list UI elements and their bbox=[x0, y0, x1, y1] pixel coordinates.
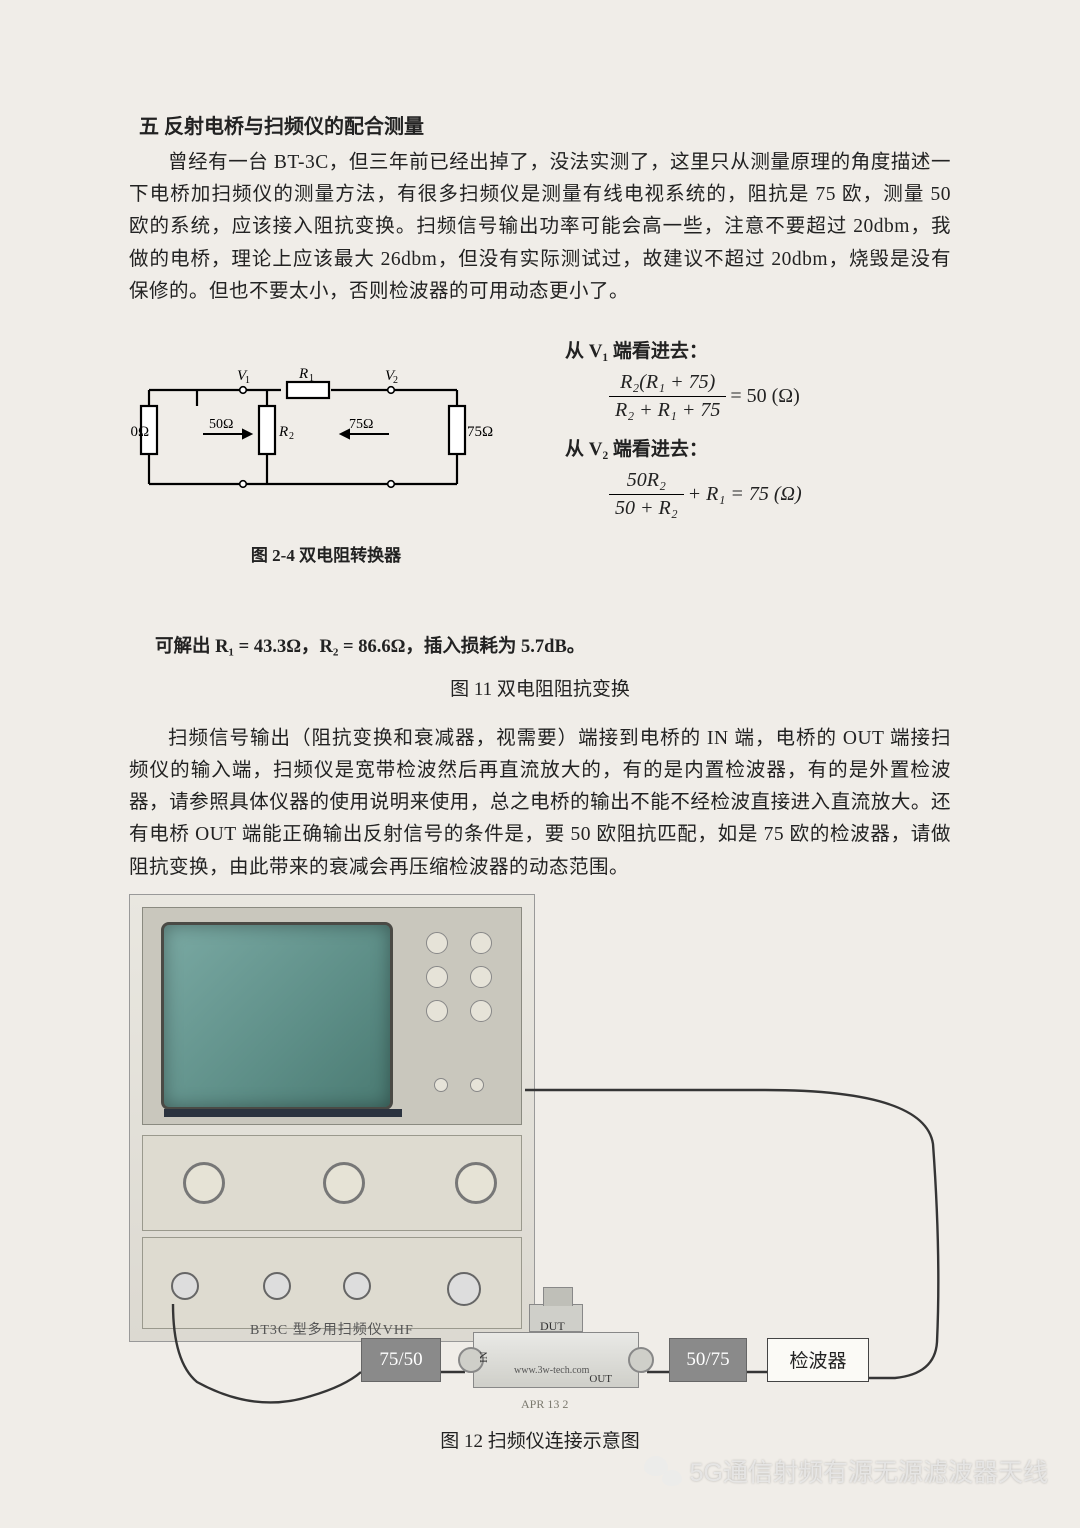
eq2-label: 从 V₂ 端看进去： bbox=[565, 434, 935, 461]
label-75ohm-right: 75Ω bbox=[467, 424, 493, 440]
paragraph-1: 曾经有一台 BT-3C，但三年前已经出掉了，没法实测了，这里只从测量原理的角度描… bbox=[125, 147, 955, 308]
wechat-icon bbox=[644, 1452, 682, 1490]
bridge-url-label: www.3w-tech.com bbox=[514, 1365, 589, 1376]
label-50ohm-left: 50Ω bbox=[131, 424, 149, 440]
block-75-50: 75/50 bbox=[361, 1338, 441, 1382]
schematic-circuit: V 1 V 2 R 1 R 2 50Ω 75Ω 50Ω 75Ω 图 2-4 双电… bbox=[131, 356, 521, 536]
equations-area: 从 V₁ 端看进去： R₂(R₁ + 75) R₂ + R₁ + 75 = 50… bbox=[565, 336, 935, 530]
bridge-out-label: OUT bbox=[589, 1373, 612, 1385]
bridge-out-connector-icon bbox=[628, 1347, 654, 1373]
label-r1: R bbox=[298, 366, 308, 382]
bridge-dut-label: DUT bbox=[540, 1319, 565, 1334]
svg-text:1: 1 bbox=[245, 375, 250, 386]
eq1-label: 从 V₁ 端看进去： bbox=[565, 336, 935, 363]
svg-text:1: 1 bbox=[309, 373, 314, 384]
paragraph-2: 扫频信号输出（阻抗变换和衰减器，视需要）端接到电桥的 IN 端，电桥的 OUT … bbox=[125, 723, 955, 884]
block-50-75: 50/75 bbox=[669, 1338, 747, 1382]
block-detector: 检波器 bbox=[767, 1338, 869, 1382]
watermark-text: 5G通信射频有源无源滤波器天线 bbox=[690, 1453, 1048, 1489]
section-title: 五 反射电桥与扫频仪的配合测量 bbox=[125, 110, 955, 139]
fig11-caption: 图 11 双电阻阻抗变换 bbox=[125, 674, 955, 701]
figure-11: V 1 V 2 R 1 R 2 50Ω 75Ω 50Ω 75Ω 图 2-4 双电… bbox=[125, 332, 955, 612]
watermark: 5G通信射频有源无源滤波器天线 bbox=[644, 1452, 1048, 1490]
eq1: R₂(R₁ + 75) R₂ + R₁ + 75 = 50 (Ω) bbox=[565, 371, 935, 422]
solution-line: 可解出 R₁ = 43.3Ω，R₂ = 86.6Ω，插入损耗为 5.7dB。 bbox=[155, 632, 955, 658]
schematic-svg: V 1 V 2 R 1 R 2 50Ω 75Ω 50Ω 75Ω bbox=[131, 356, 521, 536]
svg-text:2: 2 bbox=[393, 375, 398, 386]
reflection-bridge: IN DUT OUT www.3w-tech.com bbox=[473, 1332, 639, 1388]
figure-12: BT3C 型多用扫频仪VHF IN DUT OUT www.3w-tech.co… bbox=[125, 894, 955, 1416]
schematic-caption: 图 2-4 双电阻转换器 bbox=[131, 541, 521, 566]
bridge-date-label: APR 13 2 bbox=[521, 1397, 568, 1412]
eq2: 50R₂ 50 + R₂ + R₁ = 75 (Ω) bbox=[565, 469, 935, 520]
bridge-in-label: IN bbox=[478, 1351, 490, 1363]
label-r2: R bbox=[278, 424, 288, 440]
svg-text:2: 2 bbox=[289, 431, 294, 442]
fig12-caption: 图 12 扫频仪连接示意图 bbox=[125, 1426, 955, 1453]
label-arrow-75: 75Ω bbox=[349, 417, 373, 432]
label-arrow-50: 50Ω bbox=[209, 417, 233, 432]
